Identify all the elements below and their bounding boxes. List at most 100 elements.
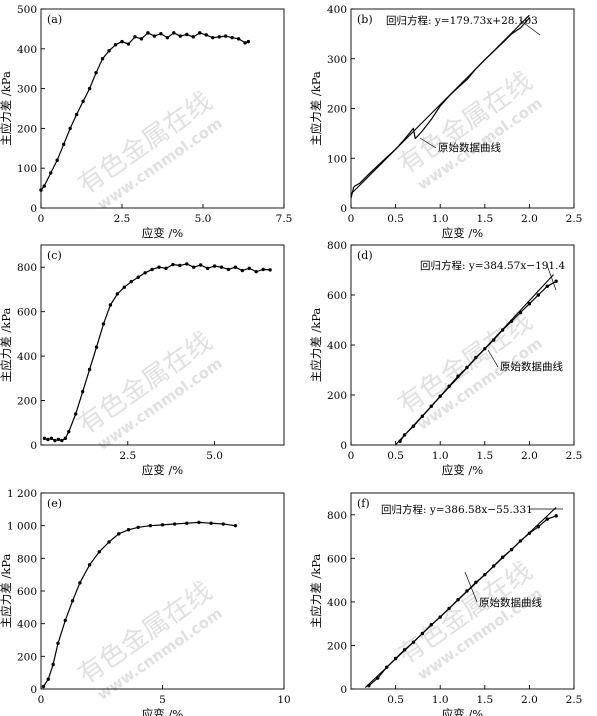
data-point (81, 99, 85, 104)
data-point (122, 285, 127, 289)
data-point (67, 429, 71, 434)
x-tick-label: 0.5 (387, 450, 404, 462)
data-point (233, 523, 238, 528)
y-tick-label: 0 (30, 684, 37, 696)
plot-frame (40, 8, 285, 209)
data-point (53, 438, 57, 443)
data-point (113, 43, 118, 47)
y-tick-label: 800 (17, 553, 37, 565)
data-point (185, 521, 189, 525)
y-axis-label: 主应力差 /kPa (309, 71, 323, 146)
chart-panel-c: 2.5 5.0 0 200 400 600 800 应变 /% 主应力差 /kPa (c) (0, 244, 285, 477)
data-point (217, 35, 221, 39)
data-point (60, 438, 64, 443)
data-point (97, 550, 102, 554)
data-point (51, 662, 55, 667)
data-point (171, 262, 175, 267)
data-point (107, 540, 111, 544)
data-point (209, 521, 213, 525)
data-point (107, 49, 111, 53)
panel-label: (e) (47, 497, 62, 510)
y-tick-label: 800 (17, 262, 37, 274)
y-tick-label: 200 (327, 104, 347, 116)
data-point (212, 264, 217, 268)
data-point (246, 39, 251, 44)
x-axis-label: 应变 /% (142, 707, 184, 716)
x-axis-label: 应变 /% (142, 463, 184, 477)
data-point (178, 34, 183, 38)
y-tick-label: 0 (30, 440, 37, 452)
x-tick-label: 1.0 (432, 450, 449, 462)
data-point (126, 42, 131, 46)
panel-label: (f) (357, 497, 370, 510)
data-point (554, 514, 558, 518)
raw-curve-label: 原始数据曲线 (479, 596, 542, 609)
data-point (87, 563, 92, 567)
panel-label: (d) (357, 249, 373, 262)
data-point (185, 262, 189, 266)
data-point (136, 525, 140, 529)
data-point (74, 112, 79, 117)
data-point (191, 35, 195, 39)
data-point (68, 126, 72, 131)
plot-frame (40, 244, 285, 446)
data-point (261, 267, 265, 272)
x-tick-label: 5 (159, 694, 166, 706)
data-point (268, 268, 272, 272)
data-point (136, 275, 140, 279)
x-tick-label: 2.0 (521, 213, 538, 225)
x-tick-label: 2.5 (119, 450, 136, 462)
data-point (87, 367, 92, 372)
data-point (78, 581, 82, 585)
data-point (41, 684, 46, 689)
measured-series-line (40, 32, 249, 191)
y-tick-label: 600 (327, 290, 347, 302)
data-point (42, 436, 47, 441)
regression-line (395, 274, 554, 446)
data-point (554, 279, 558, 283)
data-point (87, 86, 92, 91)
x-tick-label: 0.5 (387, 213, 404, 225)
data-point (165, 35, 170, 40)
data-point (205, 266, 210, 271)
raw-curve-label: 原始数据曲线 (438, 141, 501, 154)
data-point (61, 142, 66, 147)
data-point (243, 41, 247, 45)
x-tick-label: 2.5 (566, 450, 583, 462)
data-point (204, 33, 208, 37)
data-point (159, 31, 163, 36)
y-tick-label: 300 (17, 84, 37, 96)
y-tick-label: 800 (327, 510, 347, 522)
data-point (94, 345, 99, 349)
data-point (221, 522, 225, 526)
x-tick-label: 1.0 (432, 213, 449, 225)
regression-equation: 回归方程: y=386.58x−55.331 (381, 503, 533, 516)
data-point (178, 263, 182, 268)
data-point (233, 265, 238, 269)
data-point (49, 436, 54, 441)
regression-line (364, 507, 557, 688)
y-tick-label: 100 (327, 153, 347, 165)
y-tick-label: 0 (340, 684, 347, 696)
y-axis-label: 主应力差 /kPa (309, 554, 323, 629)
y-axis-label: 主应力差 /kPa (0, 71, 13, 146)
x-tick-label: 1.5 (476, 450, 493, 462)
chart-panel-b: 0 0.5 1.0 1.5 2.0 2.5 0 100 200 300 400 应变 /% 主应力差 /… (309, 4, 582, 240)
data-point (120, 39, 124, 44)
raw-curve-leader-line (487, 349, 499, 368)
data-point (160, 523, 165, 527)
y-axis-label: 主应力差 /kPa (0, 554, 13, 629)
data-point (46, 437, 50, 442)
data-point (536, 525, 541, 529)
y-tick-label: 200 (17, 396, 37, 408)
y-tick-label: 0 (340, 203, 347, 215)
x-tick-label: 10 (277, 694, 290, 706)
data-point (157, 265, 161, 269)
y-tick-label: 100 (17, 163, 37, 175)
regression-leader-line (519, 19, 541, 36)
